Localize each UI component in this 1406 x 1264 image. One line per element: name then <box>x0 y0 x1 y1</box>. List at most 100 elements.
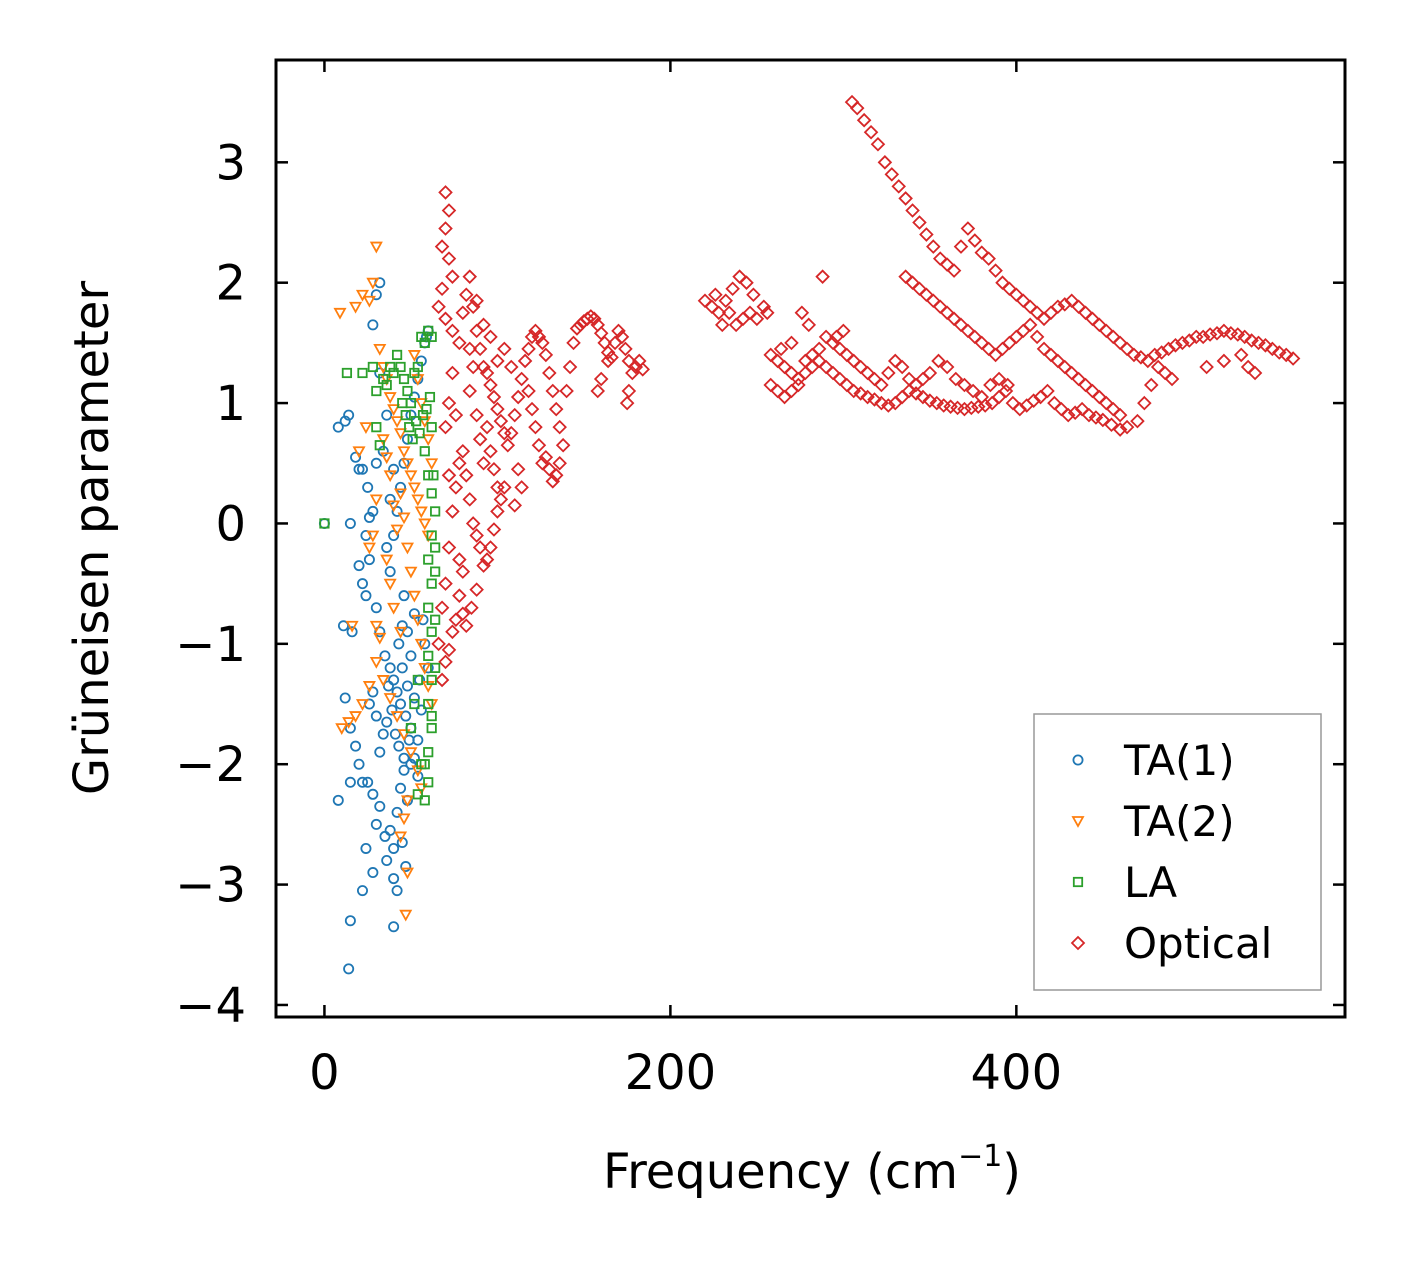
data-point <box>383 392 397 404</box>
data-point <box>926 239 941 254</box>
series-la <box>319 325 441 806</box>
data-point <box>507 498 522 513</box>
data-point <box>1216 323 1232 339</box>
data-point <box>411 494 425 507</box>
data-point <box>405 650 417 662</box>
data-point <box>438 419 453 435</box>
data-point <box>391 349 403 361</box>
data-point <box>1130 413 1145 429</box>
data-point <box>441 203 457 218</box>
data-point <box>548 401 564 417</box>
data-point <box>849 100 865 116</box>
data-point <box>600 353 616 369</box>
data-point <box>395 698 407 710</box>
data-point <box>355 699 370 711</box>
y-axis-title: Grüneisen parameter <box>64 281 120 796</box>
data-point <box>469 293 484 309</box>
data-point <box>462 269 478 284</box>
data-point <box>419 795 430 806</box>
data-point <box>493 413 509 429</box>
data-point <box>931 353 946 369</box>
data-point <box>333 307 347 320</box>
data-point <box>510 462 526 477</box>
data-point <box>367 867 379 879</box>
data-point <box>469 528 484 543</box>
data-point <box>1119 419 1135 435</box>
data-point <box>441 540 457 555</box>
legend-marker-la <box>1072 876 1084 888</box>
data-point <box>441 642 457 658</box>
data-point <box>370 710 382 722</box>
data-point <box>860 389 875 405</box>
data-point <box>346 626 358 638</box>
data-point <box>1209 325 1225 341</box>
data-point <box>332 794 344 806</box>
data-point <box>490 353 505 369</box>
data-point <box>426 422 437 433</box>
data-point <box>397 813 411 826</box>
data-point <box>398 764 410 776</box>
data-point <box>863 124 879 140</box>
data-point <box>552 419 567 435</box>
data-point <box>416 759 427 770</box>
data-point <box>350 451 362 463</box>
data-point <box>483 443 498 459</box>
data-point <box>590 383 606 399</box>
data-point <box>472 431 488 447</box>
data-point <box>388 873 400 885</box>
data-point <box>894 359 910 375</box>
data-point <box>400 542 414 555</box>
data-point <box>1143 377 1159 393</box>
data-point <box>383 578 397 591</box>
data-point <box>1258 338 1273 353</box>
data-point <box>517 353 533 369</box>
data-point <box>794 305 810 321</box>
data-point <box>555 437 571 453</box>
data-point <box>1126 347 1142 363</box>
data-point <box>395 361 406 373</box>
data-point <box>395 481 407 493</box>
data-point <box>400 867 414 880</box>
data-point <box>424 391 436 403</box>
legend-marker-shape <box>1070 935 1086 951</box>
data-point <box>426 578 437 589</box>
x-axis-title: Frequency (cm−1) <box>603 1139 1021 1200</box>
data-point <box>387 500 401 513</box>
data-point <box>929 395 945 411</box>
data-point <box>380 554 394 567</box>
data-point <box>409 698 420 710</box>
data-point <box>400 710 412 722</box>
data-point <box>434 600 450 615</box>
data-point <box>387 602 401 615</box>
legend-marker-shape <box>1072 876 1084 888</box>
data-point <box>342 717 356 729</box>
data-point <box>1012 401 1028 417</box>
data-point <box>1168 338 1183 353</box>
data-point <box>353 560 365 572</box>
data-point <box>393 638 405 650</box>
data-point <box>465 299 481 315</box>
data-point <box>476 317 491 333</box>
data-point <box>1133 350 1149 365</box>
data-point <box>455 606 471 622</box>
data-point <box>390 711 404 723</box>
data-point <box>503 425 519 441</box>
data-point <box>559 383 574 399</box>
data-point <box>452 335 467 351</box>
data-point <box>420 331 432 343</box>
data-point <box>514 371 529 387</box>
data-point <box>397 729 411 741</box>
data-point <box>362 681 376 693</box>
data-point <box>438 185 453 200</box>
data-point <box>455 564 471 579</box>
data-point <box>374 440 385 451</box>
data-point <box>1265 341 1280 357</box>
data-point <box>587 311 602 327</box>
data-point <box>870 136 886 152</box>
data-point <box>356 578 368 590</box>
data-point <box>391 686 403 698</box>
data-point <box>343 963 355 975</box>
data-point <box>721 305 737 321</box>
legend-entry-la: LA <box>1072 858 1177 907</box>
data-point <box>363 554 375 566</box>
